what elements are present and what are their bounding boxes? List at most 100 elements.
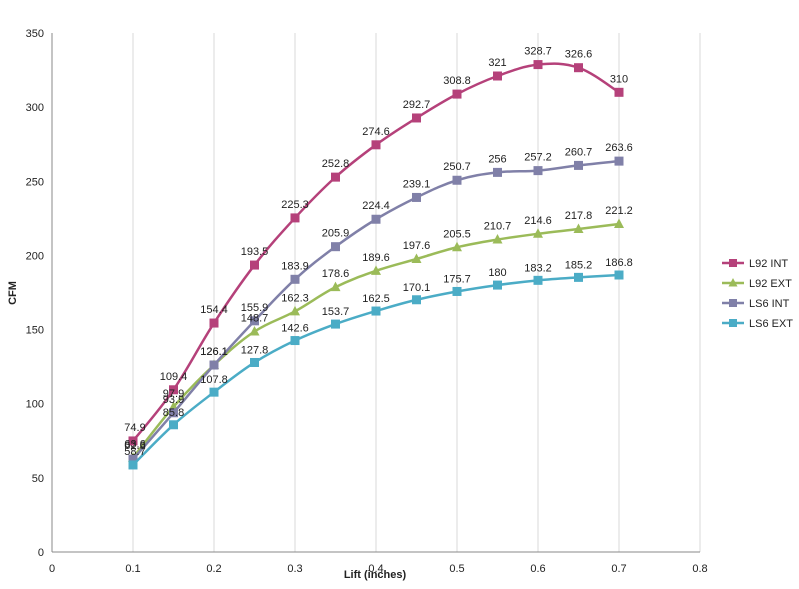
series-1-point	[330, 281, 341, 292]
data-label: 328.7	[524, 46, 552, 58]
x-tick-label: 0.6	[530, 563, 545, 575]
data-label: 126.1	[200, 346, 228, 358]
data-label-layer: 74.9 109.4 154.4 193.5 225.3 252.8 274.6 292.7 3…	[124, 46, 632, 458]
series-3-point	[331, 319, 340, 329]
x-tick-label: 0.8	[692, 563, 707, 575]
series-0-point	[290, 213, 300, 223]
y-tick-label: 250	[26, 176, 44, 188]
data-label: 58.7	[124, 446, 145, 458]
series-2-point	[452, 175, 462, 185]
data-label: 250.7	[443, 161, 471, 173]
data-label: 210.7	[484, 221, 512, 233]
data-label: 63.6	[124, 439, 145, 451]
data-label: 175.7	[443, 273, 471, 285]
series-1-point	[533, 228, 543, 238]
series-2-point	[371, 214, 381, 224]
data-label: 205.9	[322, 228, 350, 240]
data-label: 257.2	[524, 152, 552, 164]
series-2-point	[574, 160, 583, 170]
legend-marker-3	[729, 319, 737, 327]
series-1-point	[290, 305, 300, 316]
series-2-point	[331, 242, 340, 252]
data-label: 162.5	[362, 293, 390, 305]
series-1-point	[249, 325, 260, 336]
data-label: 205.5	[443, 228, 471, 240]
data-label: 178.6	[322, 268, 350, 280]
legend: L92 INT L92 EXT LS6 INT LS6 EXT	[722, 258, 793, 330]
y-tick-label: 350	[26, 28, 44, 40]
legend-entry-2: LS6 INT	[749, 298, 790, 310]
data-label: 185.2	[565, 259, 593, 271]
data-label: 274.6	[362, 126, 390, 138]
series-0-point	[614, 87, 624, 97]
legend-marker-2	[729, 299, 737, 307]
data-label: 321	[488, 57, 506, 69]
series-3-point	[452, 286, 462, 296]
data-label: 127.8	[241, 344, 269, 356]
data-label: 256	[488, 153, 506, 165]
series-0-point	[371, 140, 381, 150]
data-label: 263.6	[605, 142, 633, 154]
data-label: 260.7	[565, 146, 593, 158]
data-label: 170.1	[403, 282, 431, 294]
series-1-point	[411, 253, 422, 263]
legend-entry-1: L92 EXT	[749, 278, 792, 290]
data-label: 310	[610, 73, 628, 85]
series-2-point	[290, 274, 300, 284]
series-0-point	[533, 60, 543, 70]
x-tick-label: 0.5	[449, 563, 464, 575]
series-0-point	[331, 172, 340, 182]
series-3-point	[533, 275, 543, 285]
series-2-point	[493, 167, 502, 177]
data-label: 217.8	[565, 210, 593, 222]
series-0-point	[452, 89, 462, 99]
y-axis-title: CFM	[7, 281, 19, 305]
data-label: 62.6	[124, 440, 145, 452]
series-3-point	[493, 280, 502, 290]
data-label: 155.9	[241, 302, 269, 314]
series-0-point	[169, 385, 178, 395]
data-label: 107.8	[200, 374, 228, 386]
data-label: 292.7	[403, 99, 431, 111]
series-3-point	[128, 460, 138, 470]
series-2-point	[250, 316, 259, 326]
legend-marker-0	[729, 259, 737, 267]
series-3-point	[371, 306, 381, 316]
series-2-point	[169, 408, 178, 418]
x-tick-label: 0.4	[368, 563, 383, 575]
y-tick-label: 300	[26, 102, 44, 114]
legend-entry-3: LS6 EXT	[749, 318, 793, 330]
series-0-point	[250, 260, 259, 270]
data-label: 97.9	[163, 388, 184, 400]
series-2-point	[412, 192, 421, 202]
x-axis-title: Lift (inches)	[344, 569, 407, 581]
series-0-point	[574, 63, 583, 73]
data-label: 142.6	[281, 323, 309, 335]
y-tick-label: 100	[26, 399, 44, 411]
data-label: 183.2	[524, 262, 552, 274]
y-tick-label: 0	[38, 547, 44, 559]
data-label: 154.4	[200, 304, 228, 316]
legend-marker-1	[728, 278, 738, 287]
x-tick-label: 0.3	[287, 563, 302, 575]
data-label: 224.4	[362, 200, 390, 212]
x-tick-label: 0.7	[611, 563, 626, 575]
series-3-point	[169, 420, 178, 430]
data-label: 126.1	[200, 346, 228, 358]
data-label: 93.9	[163, 394, 184, 406]
data-label: 162.3	[281, 292, 309, 304]
data-label: 214.6	[524, 215, 552, 227]
y-tick-label: 50	[32, 473, 44, 485]
series-3-point	[290, 336, 300, 346]
series-2-point	[128, 454, 138, 464]
x-tick-label: 0	[49, 563, 55, 575]
data-label: 197.6	[403, 240, 431, 252]
series-1-point	[452, 241, 462, 252]
series-0-point	[493, 71, 502, 81]
data-label: 239.1	[403, 178, 431, 190]
data-label: 148.7	[241, 312, 269, 324]
series-3-point	[250, 357, 259, 367]
data-label: 189.6	[362, 252, 390, 264]
legend-entry-0: L92 INT	[749, 258, 788, 270]
